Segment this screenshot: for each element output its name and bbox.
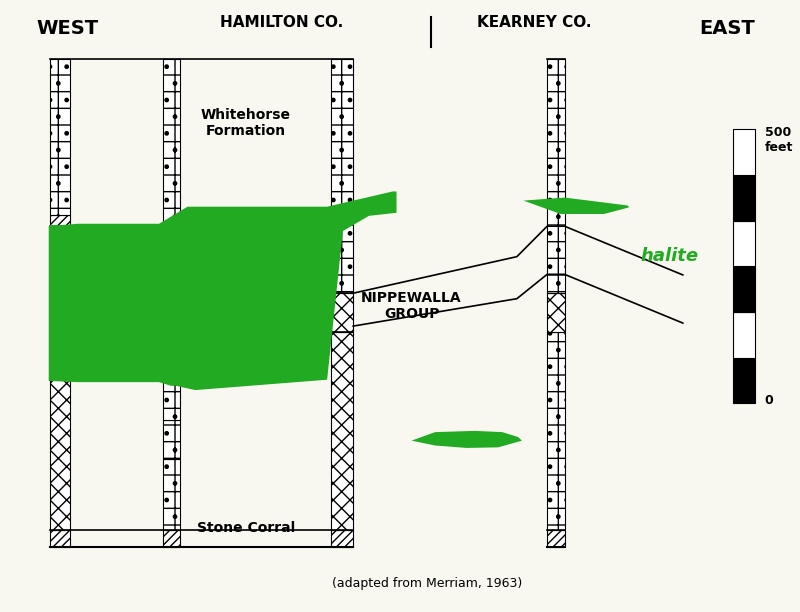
Text: Whitehorse
Formation: Whitehorse Formation: [201, 108, 291, 138]
Bar: [50, 293, 70, 332]
Bar: [547, 59, 565, 293]
Bar: [163, 293, 180, 332]
Bar: [331, 529, 353, 547]
Text: Blaine
Formation: Blaine Formation: [198, 209, 278, 239]
Bar: [734, 175, 755, 221]
Bar: [547, 529, 565, 547]
Bar: [50, 59, 70, 215]
Bar: [331, 59, 353, 293]
Bar: [547, 332, 565, 529]
Bar: [163, 529, 180, 547]
Bar: [163, 420, 180, 459]
Bar: [734, 266, 755, 312]
Text: halite: halite: [640, 247, 698, 265]
Text: KEARNEY CO.: KEARNEY CO.: [477, 15, 591, 30]
Bar: [50, 244, 70, 293]
Text: WEST: WEST: [37, 20, 99, 39]
Bar: [50, 215, 70, 244]
Text: HAMILTON CO.: HAMILTON CO.: [220, 15, 343, 30]
Text: 0: 0: [765, 394, 774, 406]
Text: Flowerpot
Shale: Flowerpot Shale: [190, 315, 270, 345]
Polygon shape: [523, 198, 629, 214]
Bar: [734, 221, 755, 266]
Polygon shape: [411, 431, 522, 448]
Text: 500
feet: 500 feet: [765, 126, 794, 154]
Bar: [734, 312, 755, 358]
Bar: [163, 244, 180, 293]
Text: (adapted from Merriam, 1963): (adapted from Merriam, 1963): [332, 577, 522, 590]
Bar: [50, 332, 70, 529]
Bar: [163, 59, 180, 244]
Bar: [163, 332, 180, 420]
Text: EAST: EAST: [699, 20, 754, 39]
Bar: [734, 129, 755, 175]
Bar: [49, 225, 71, 381]
Bar: [50, 529, 70, 547]
Bar: [547, 293, 565, 332]
Bar: [331, 332, 353, 529]
Bar: [734, 358, 755, 403]
Bar: [163, 459, 180, 529]
Polygon shape: [49, 192, 397, 390]
Text: NIPPEWALLA
GROUP: NIPPEWALLA GROUP: [361, 291, 462, 321]
Bar: [331, 293, 353, 332]
Text: Stone Corral: Stone Corral: [197, 521, 295, 536]
